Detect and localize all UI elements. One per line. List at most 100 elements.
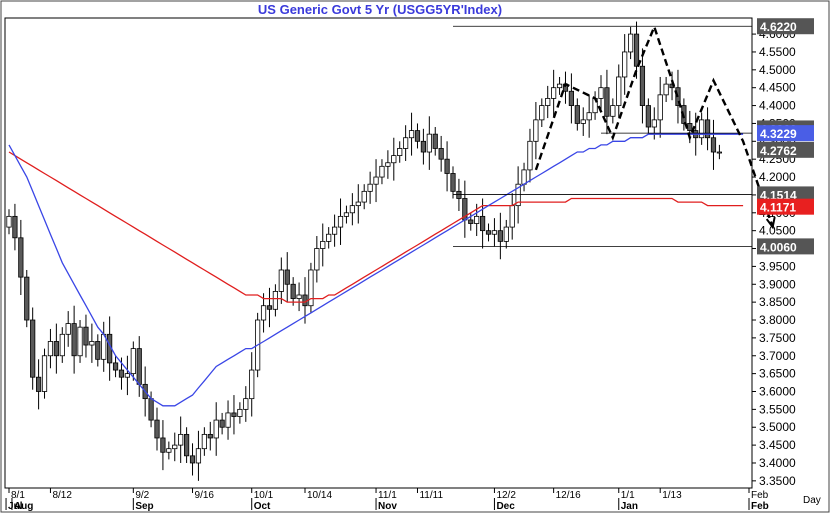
candle-body [278,269,284,292]
candle-body [343,212,350,217]
x-tick-label: 8/12 [52,490,72,501]
candle-body [438,148,444,160]
price-label-text: 4.6220 [760,20,797,34]
candle-body [663,83,669,96]
candle-body [112,362,119,371]
y-tick-label: 3.9500 [759,259,796,273]
candle-body [414,130,421,142]
candle-body [320,240,326,249]
month-label: Oct [254,501,271,512]
candle-body [574,105,580,124]
y-tick-label: 3.4000 [759,456,796,470]
candle-body [195,448,202,464]
candle-body [521,169,527,185]
candle-body [580,119,586,124]
candle-body [272,291,279,310]
month-label: Aug [14,501,33,512]
candle-body [633,33,640,67]
pattern-dashed-line [534,23,774,228]
candle-body [77,326,83,357]
candle-body [326,233,332,242]
x-tick-label: 11/1 [378,490,397,501]
candle-body [160,437,166,453]
x-tick-label: 1/13 [662,490,682,501]
y-tick-label: 4.4500 [759,81,796,95]
candle-body [189,455,196,464]
candle-body [373,176,379,185]
candle-body [83,326,89,346]
price-label-box [757,141,814,158]
candle-body [568,90,575,106]
candle-body [284,269,290,285]
candle-body [604,87,610,117]
x-tick-label: 9/2 [135,490,149,501]
y-tick-label: 4.5500 [759,45,796,59]
pattern-arrow-head [765,216,776,230]
candle-body [172,444,178,450]
candle-body [213,419,219,439]
candle-body [178,433,184,446]
candle-body [237,408,243,417]
x-tick-label: 10/14 [307,490,332,501]
candle-body [349,205,355,214]
candle-body [710,137,717,153]
y-tick-label: 3.4500 [759,438,796,452]
y-tick-label: 4.0500 [759,224,796,238]
price-label-box [757,18,814,35]
candle-body [408,130,415,139]
candle-body [154,419,160,439]
candle-body [6,215,12,228]
candle-body [225,412,231,428]
candle-body [515,183,521,207]
month-label: Nov [378,501,397,512]
y-tick-label: 3.5500 [759,402,796,416]
candle-body [391,155,397,164]
candle-body [361,190,367,203]
candle-body [397,148,403,157]
candle-body [124,373,130,378]
candle-body [509,205,515,228]
candle-body [651,119,657,128]
month-label: Jan [621,501,638,512]
price-label-box [757,198,814,215]
candle-body [533,119,539,142]
sma-red-line [8,151,744,303]
candle-body [503,226,509,242]
candle-body [47,341,54,357]
candle-body [468,219,474,224]
candle-body [716,151,723,154]
candle-body [136,348,142,385]
y-tick-label: 3.7500 [759,331,796,345]
candle-body [456,190,462,199]
y-tick-label: 4.4000 [759,99,796,113]
y-axis: 4.60004.55004.50004.45004.40004.35004.30… [752,27,796,488]
candle-body [657,94,663,121]
x-tick-label: 9/16 [195,490,215,501]
candle-body [118,369,125,378]
candle-body [403,137,409,149]
candle-body [497,230,503,242]
price-label-text: 4.1171 [760,201,796,215]
candle-body [479,215,486,232]
candle-body [53,341,59,357]
y-tick-label: 4.2000 [759,170,796,184]
candle-body [296,294,302,299]
y-tick-label: 3.5000 [759,420,796,434]
y-tick-label: 3.7000 [759,349,796,363]
head-and-shoulders-pattern [534,23,776,230]
candle-body [450,173,456,192]
candle-body [527,140,533,171]
candle-body [699,119,705,139]
x-tick-label: 12/16 [556,490,581,501]
candle-body [379,165,385,178]
candle-body [148,398,154,421]
candle-body [622,51,628,78]
candle-body [444,158,450,174]
candle-body [551,87,557,99]
candle-body [426,133,432,153]
y-tick-label: 4.5000 [759,63,796,77]
candle-body [610,105,616,117]
